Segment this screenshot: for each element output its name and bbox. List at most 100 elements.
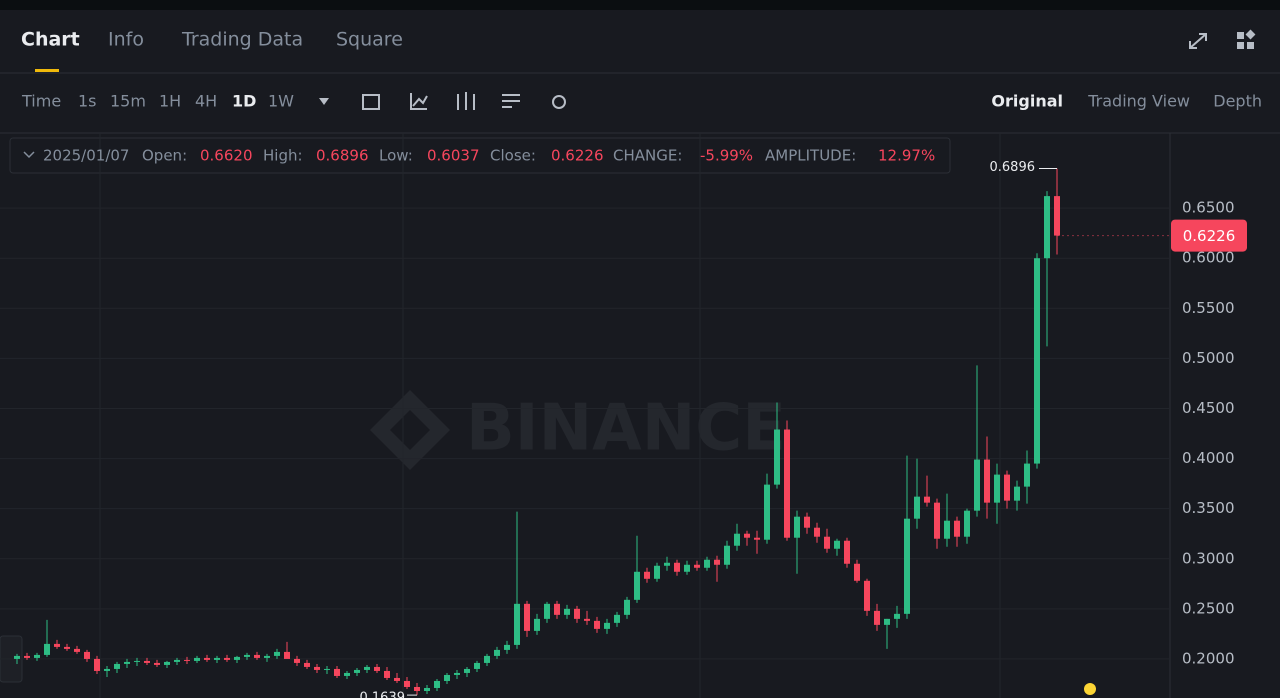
expand-glyph bbox=[1189, 33, 1207, 49]
candle-body bbox=[894, 613, 900, 619]
candle-body bbox=[924, 496, 930, 503]
y-tick-label: 0.3000 bbox=[1182, 549, 1235, 567]
candle-body bbox=[174, 659, 180, 662]
watermark-logo bbox=[370, 390, 450, 470]
candle-body bbox=[774, 429, 780, 485]
tab[interactable]: Chart bbox=[21, 29, 80, 51]
candle-body bbox=[164, 661, 170, 665]
candle-body bbox=[404, 680, 410, 687]
candle-body bbox=[654, 565, 660, 579]
view-option[interactable]: Depth bbox=[1213, 92, 1262, 111]
candle-body bbox=[834, 540, 840, 549]
low-marker-label: 0.1639 bbox=[360, 691, 406, 698]
more-intervals[interactable] bbox=[319, 98, 329, 105]
last-price-label: 0.6226 bbox=[1183, 227, 1236, 245]
candle-body bbox=[1014, 486, 1020, 501]
info-value: 0.6620 bbox=[200, 147, 253, 165]
candle-body bbox=[334, 668, 340, 676]
y-tick-label: 0.6500 bbox=[1182, 199, 1235, 217]
layout-icon[interactable] bbox=[1237, 29, 1256, 49]
interval[interactable]: 15m bbox=[110, 92, 146, 111]
candle-body bbox=[484, 655, 490, 663]
candle-body bbox=[544, 603, 550, 619]
template-icon[interactable] bbox=[502, 94, 520, 108]
candle-body bbox=[204, 657, 210, 660]
expand-icon[interactable] bbox=[1189, 33, 1207, 49]
y-tick-label: 0.6000 bbox=[1182, 249, 1235, 267]
candle-body bbox=[504, 644, 510, 650]
candle-body bbox=[84, 651, 90, 659]
candle-body bbox=[574, 608, 580, 619]
candle-icon[interactable] bbox=[457, 92, 475, 110]
interval[interactable]: 1s bbox=[78, 92, 97, 111]
tab[interactable]: Square bbox=[336, 29, 403, 51]
candle-body bbox=[374, 666, 380, 671]
candle-body bbox=[824, 536, 830, 549]
view-option[interactable]: Trading View bbox=[1087, 92, 1190, 111]
info-value: 0.6226 bbox=[551, 147, 604, 165]
info-value: -5.99% bbox=[700, 147, 753, 165]
interval[interactable]: 1H bbox=[159, 92, 181, 111]
candle-body bbox=[34, 654, 40, 658]
info-label: Close: bbox=[490, 147, 536, 165]
view-option[interactable]: Original bbox=[991, 92, 1063, 111]
tab[interactable]: Trading Data bbox=[181, 29, 303, 51]
tab[interactable]: Info bbox=[108, 29, 144, 51]
candle-body bbox=[14, 655, 20, 659]
candle-body bbox=[714, 559, 720, 565]
layout-glyph bbox=[1245, 29, 1256, 40]
candle-body bbox=[74, 648, 80, 652]
calendar-icon[interactable] bbox=[362, 94, 380, 110]
top-strip bbox=[0, 0, 1280, 10]
candle-body bbox=[754, 537, 760, 540]
candle-body bbox=[814, 527, 820, 537]
candle-body bbox=[234, 656, 240, 660]
candle-body bbox=[1054, 196, 1060, 236]
layout-glyph bbox=[1237, 42, 1244, 49]
candle-body bbox=[584, 618, 590, 621]
candle-body bbox=[224, 657, 230, 660]
candle-body bbox=[104, 668, 110, 671]
candle-body bbox=[144, 660, 150, 663]
candle-body bbox=[314, 666, 320, 670]
candle-body bbox=[1044, 196, 1050, 259]
interval[interactable]: Time bbox=[21, 92, 61, 111]
candle-body bbox=[764, 484, 770, 540]
candle-body bbox=[794, 516, 800, 538]
watermark: BINANCE bbox=[370, 390, 786, 470]
last-price-box bbox=[1171, 219, 1247, 252]
candle-body bbox=[884, 618, 890, 625]
collapse-icon[interactable] bbox=[23, 151, 35, 159]
candle-body bbox=[444, 674, 450, 681]
candle-body bbox=[184, 659, 190, 661]
candle-body bbox=[274, 651, 280, 656]
indicator-icon[interactable] bbox=[410, 93, 428, 110]
candle-body bbox=[964, 510, 970, 537]
high-marker-label: 0.6896 bbox=[990, 160, 1036, 175]
layout-glyph bbox=[1247, 42, 1254, 49]
candle-body bbox=[624, 599, 630, 615]
y-tick-label: 0.5500 bbox=[1182, 299, 1235, 317]
candle-body bbox=[674, 562, 680, 572]
interval[interactable]: 4H bbox=[195, 92, 217, 111]
interval[interactable]: 1D bbox=[232, 92, 256, 111]
info-value: 0.6896 bbox=[316, 147, 369, 165]
info-label: AMPLITUDE: bbox=[765, 147, 856, 165]
interval[interactable]: 1W bbox=[268, 92, 294, 111]
layout-glyph bbox=[1237, 32, 1244, 39]
candle-body bbox=[564, 608, 570, 615]
candle-body bbox=[664, 562, 670, 566]
candle-body bbox=[804, 516, 810, 528]
candle-body bbox=[194, 657, 200, 661]
plot bbox=[14, 168, 1060, 696]
y-tick-label: 0.5000 bbox=[1182, 349, 1235, 367]
candle-body bbox=[134, 660, 140, 662]
candle-body bbox=[904, 518, 910, 614]
candle-body bbox=[464, 668, 470, 673]
y-tick-label: 0.4500 bbox=[1182, 399, 1235, 417]
y-tick-label: 0.4000 bbox=[1182, 449, 1235, 467]
info-bar bbox=[9, 137, 951, 174]
settings-icon[interactable] bbox=[552, 95, 566, 109]
candle-body bbox=[54, 643, 60, 647]
